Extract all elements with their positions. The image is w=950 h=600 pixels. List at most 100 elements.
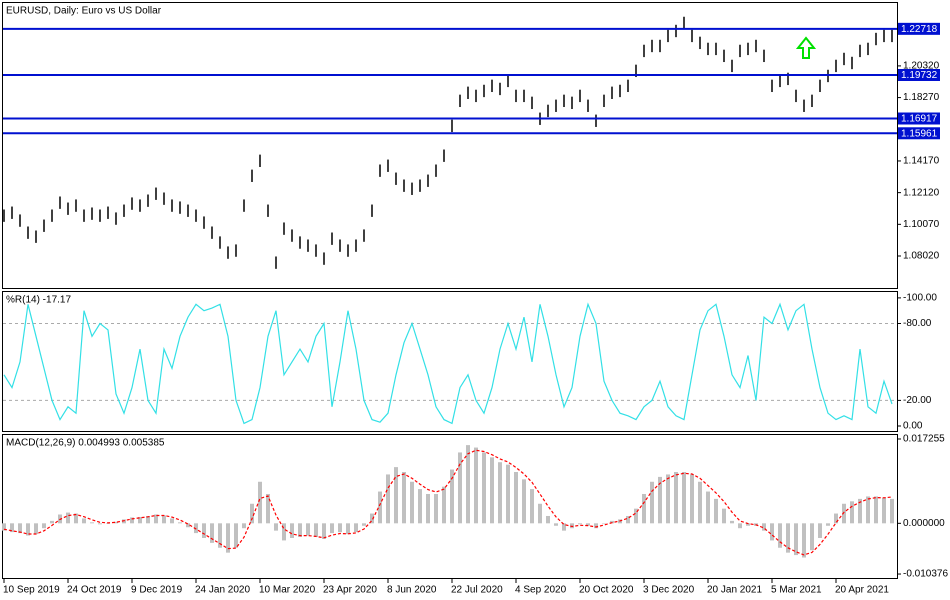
x-tick-label: 23 Apr 2020 — [323, 585, 377, 596]
macd-bar — [786, 523, 790, 553]
macd-bar — [738, 523, 742, 529]
x-tick-label: 8 Jun 2020 — [387, 585, 437, 596]
macd-bar — [474, 447, 478, 524]
level-label: 1.15961 — [901, 128, 938, 139]
macd-bar — [2, 523, 6, 531]
macd-bar — [322, 523, 326, 539]
macd-bar — [418, 489, 422, 524]
macd-bar — [770, 523, 774, 541]
macd-bar — [466, 445, 470, 524]
macd-bar — [658, 476, 662, 524]
y-tick-label: -0.010376 — [903, 569, 948, 580]
x-tick-label: 4 Sep 2020 — [515, 585, 567, 596]
macd-bar — [490, 457, 494, 524]
macd-bar — [674, 471, 678, 524]
macd-bar — [370, 513, 374, 524]
macd-bar — [106, 523, 110, 524]
macd-bar — [306, 523, 310, 536]
macd-bar — [274, 523, 278, 531]
x-tick-label: 20 Oct 2020 — [579, 585, 634, 596]
macd-bar — [826, 523, 830, 526]
y-tick-label: 1.20320 — [903, 61, 940, 72]
macd-bar — [162, 515, 166, 524]
macd-bar — [82, 518, 86, 524]
price-panel — [2, 2, 898, 289]
macd-bar — [666, 474, 670, 524]
macd-bar — [258, 481, 262, 524]
macd-bar — [202, 523, 206, 538]
macd-bar — [394, 467, 398, 524]
macd-bar — [154, 514, 158, 524]
macd-bar — [178, 522, 182, 524]
macd-bar — [98, 523, 102, 525]
macd-bar — [818, 523, 822, 538]
macd-bar — [330, 523, 334, 534]
level-label: 1.22718 — [901, 24, 938, 35]
macd-bar — [570, 523, 574, 529]
macd-bar — [482, 452, 486, 524]
macd-bar — [546, 515, 550, 524]
x-tick-label: 10 Sep 2019 — [3, 585, 60, 596]
macd-bar — [194, 523, 198, 534]
x-tick-label: 20 Jan 2021 — [707, 585, 762, 596]
x-tick-label: 5 Mar 2021 — [771, 585, 822, 596]
macd-bar — [242, 523, 246, 529]
macd-bar — [66, 512, 70, 524]
panel-title: %R(14) -17.17 — [6, 295, 71, 306]
macd-bar — [450, 469, 454, 524]
macd-bar — [442, 486, 446, 524]
y-tick-label: 0.000000 — [903, 518, 945, 529]
macd-bar — [298, 523, 302, 538]
x-tick-label: 22 Jul 2020 — [451, 585, 503, 596]
macd-bar — [778, 523, 782, 548]
macd-bar — [434, 493, 438, 524]
macd-bar — [522, 479, 526, 524]
macd-bar — [714, 498, 718, 524]
macd-bar — [650, 481, 654, 524]
macd-bar — [690, 474, 694, 524]
macd-bar — [762, 523, 766, 531]
wpr-line — [3, 302, 893, 425]
level-label: 1.16917 — [901, 114, 938, 125]
y-tick-label: 1.08020 — [903, 251, 940, 262]
macd-bar — [874, 496, 878, 524]
macd-bar — [722, 508, 726, 524]
x-tick-label: 24 Oct 2019 — [67, 585, 122, 596]
macd-bar — [562, 523, 566, 531]
macd-bar — [74, 513, 78, 524]
macd-bar — [578, 523, 582, 525]
macd-bar — [698, 481, 702, 524]
macd-bar — [378, 491, 382, 524]
y-tick-label: 1.10070 — [903, 219, 940, 230]
level-label-box — [898, 112, 940, 125]
macd-bar — [42, 523, 46, 529]
panel-title: EURUSD, Daily: Euro vs US Dollar — [6, 6, 162, 17]
wpr-panel — [2, 291, 898, 432]
macd-bar — [138, 516, 142, 524]
macd-bar — [530, 489, 534, 524]
macd-bar — [794, 523, 798, 556]
y-tick-label: -80.00 — [903, 318, 932, 329]
macd-bar — [602, 523, 606, 524]
macd-bar — [26, 523, 30, 536]
macd-bar — [234, 523, 238, 548]
x-tick-label: 9 Dec 2019 — [131, 585, 183, 596]
macd-bar — [730, 520, 734, 524]
macd-bar — [586, 523, 590, 526]
macd-bar — [90, 522, 94, 524]
macd-bar — [514, 471, 518, 524]
macd-bar — [554, 523, 558, 526]
level-label-box — [898, 68, 940, 81]
macd-bar — [682, 471, 686, 524]
macd-bar — [186, 523, 190, 528]
macd-bar — [842, 503, 846, 524]
level-label: 1.19732 — [901, 70, 938, 81]
macd-bar — [386, 474, 390, 524]
panel-title: MACD(12,26,9) 0.004993 0.005385 — [6, 438, 165, 449]
macd-bar — [834, 513, 838, 524]
x-tick-label: 3 Dec 2020 — [643, 585, 695, 596]
y-tick-label: 1.12120 — [903, 187, 940, 198]
level-label-box — [898, 22, 940, 35]
macd-bar — [538, 503, 542, 524]
